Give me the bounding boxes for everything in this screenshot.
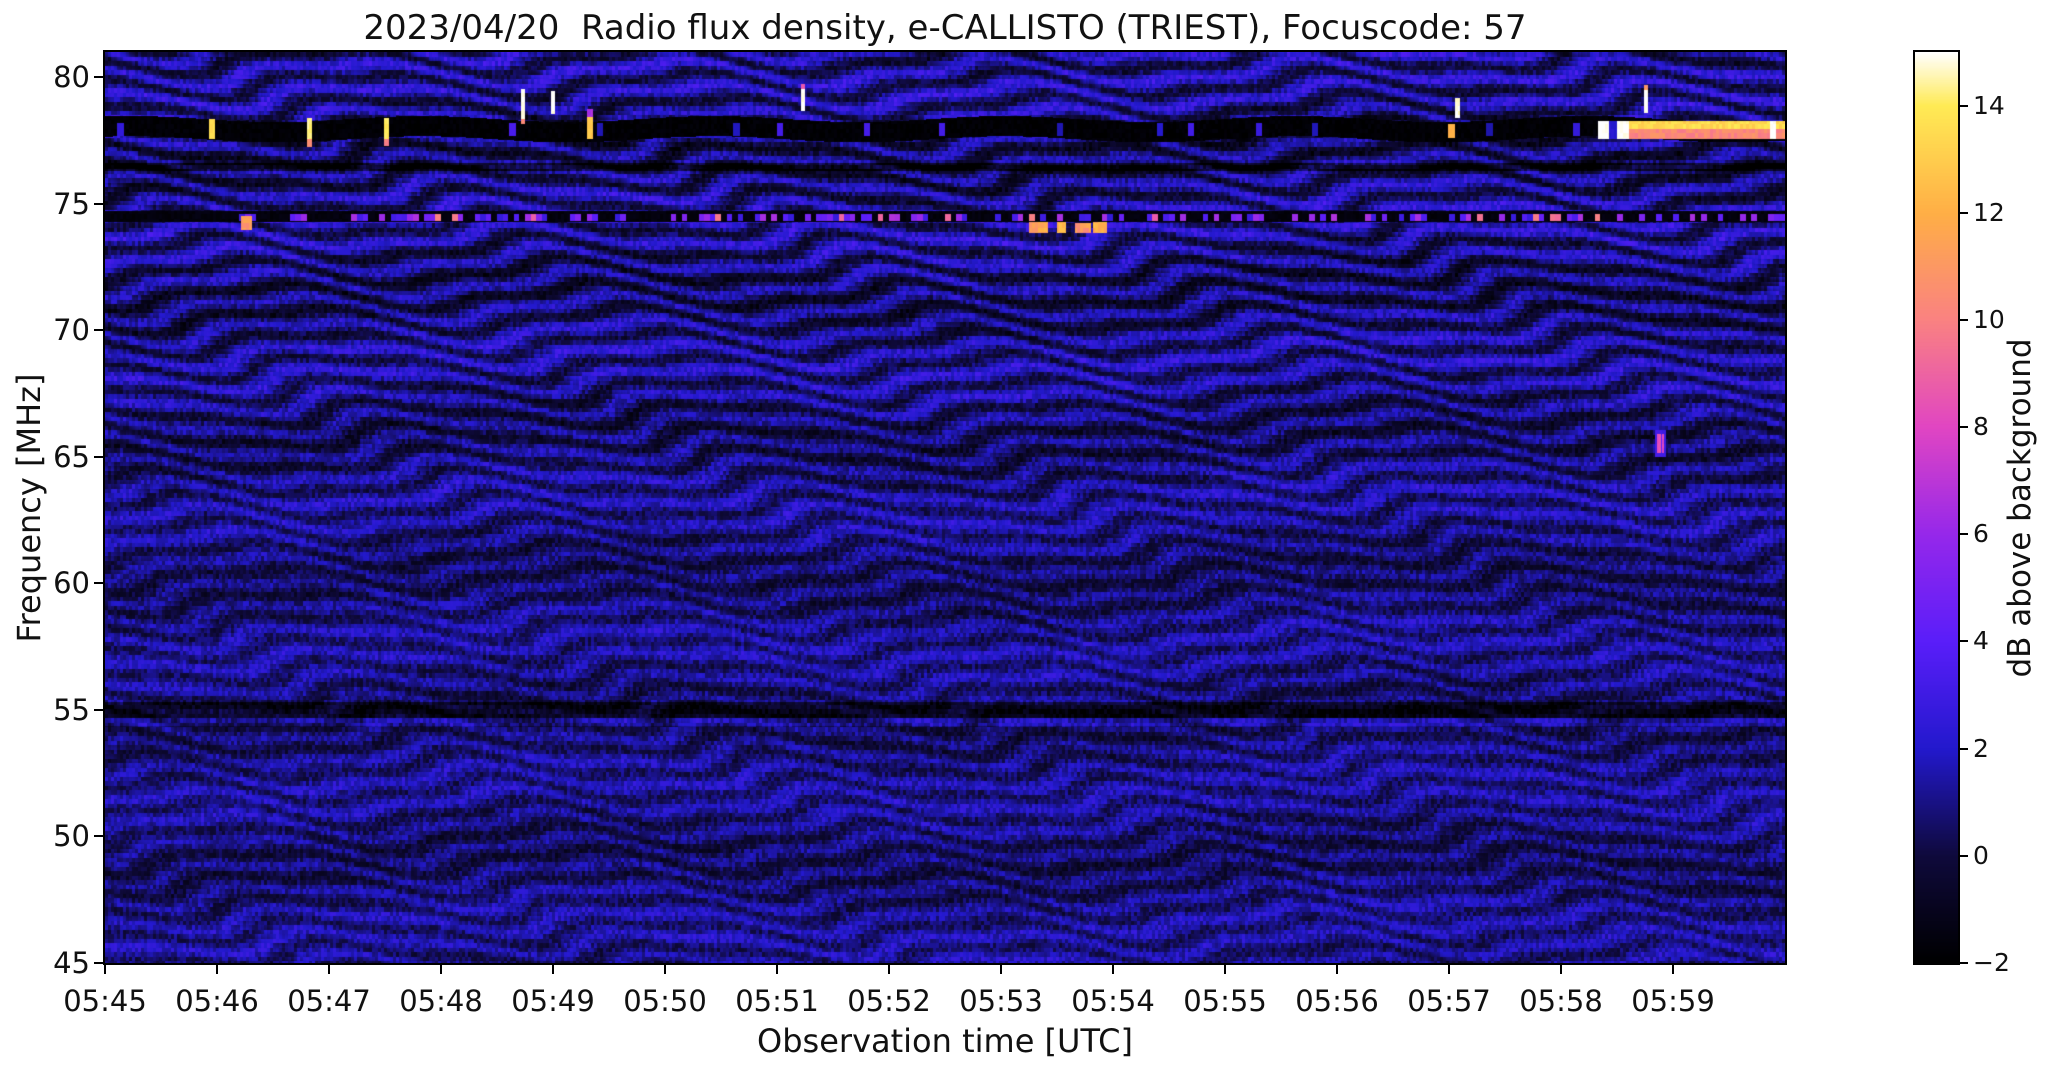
x-tick-label: 05:49	[511, 984, 595, 1018]
x-tick-mark	[104, 965, 106, 974]
colorbar-tick-label: 4	[1973, 626, 1989, 656]
y-tick-mark	[94, 329, 103, 332]
x-tick-mark	[1000, 965, 1002, 974]
x-tick-label: 05:55	[1183, 984, 1267, 1018]
colorbar-tick-mark	[1960, 854, 1968, 857]
x-tick-label: 05:50	[623, 984, 707, 1018]
y-tick-mark	[94, 455, 103, 458]
x-tick-mark	[1448, 965, 1450, 974]
colorbar-gradient	[1915, 52, 1958, 963]
x-tick-mark	[1336, 965, 1338, 974]
x-tick-mark	[216, 965, 218, 974]
colorbar-tick-label: 0	[1973, 840, 1989, 870]
spectrogram-canvas	[105, 52, 1785, 963]
x-tick-mark	[1112, 965, 1114, 974]
y-tick-label: 75	[53, 186, 90, 221]
colorbar-tick-mark	[1960, 533, 1968, 536]
colorbar-tick-mark	[1960, 640, 1968, 643]
y-tick-label: 45	[53, 946, 90, 980]
x-tick-mark	[664, 965, 666, 974]
colorbar-tick-mark	[1960, 962, 1968, 964]
y-tick-label: 65	[53, 439, 90, 474]
x-tick-mark	[1672, 965, 1674, 974]
y-tick-label: 50	[53, 819, 90, 854]
colorbar-tick-mark	[1960, 104, 1968, 107]
spectrogram-plot	[103, 50, 1787, 965]
y-tick-label: 60	[53, 566, 90, 601]
colorbar-tick-label: 12	[1973, 197, 2005, 227]
colorbar-tick-mark	[1960, 426, 1968, 429]
x-tick-mark	[552, 965, 554, 974]
x-tick-label: 05:45	[63, 984, 147, 1018]
x-tick-label: 05:56	[1295, 984, 1379, 1018]
x-tick-label: 05:46	[175, 984, 259, 1018]
x-tick-label: 05:58	[1519, 984, 1603, 1018]
x-tick-mark	[1224, 965, 1226, 974]
colorbar-tick-label: 8	[1973, 412, 1989, 442]
x-tick-label: 05:53	[959, 984, 1043, 1018]
x-tick-label: 05:47	[287, 984, 371, 1018]
x-tick-label: 05:57	[1407, 984, 1491, 1018]
colorbar-tick-label: 2	[1973, 733, 1989, 763]
x-tick-label: 05:52	[847, 984, 931, 1018]
x-tick-mark	[440, 965, 442, 974]
colorbar-tick-label: 14	[1973, 90, 2005, 120]
y-tick-mark	[94, 202, 103, 205]
chart-title: 2023/04/20 Radio flux density, e-CALLIST…	[363, 8, 1527, 48]
colorbar-tick-mark	[1960, 318, 1968, 321]
y-tick-mark	[94, 582, 103, 585]
y-tick-label: 70	[53, 313, 90, 348]
y-tick-mark	[94, 76, 103, 79]
x-tick-label: 05:54	[1071, 984, 1155, 1018]
y-tick-mark	[94, 708, 103, 711]
x-tick-label: 05:59	[1631, 984, 1715, 1018]
x-tick-mark	[328, 965, 330, 974]
x-tick-label: 05:48	[399, 984, 483, 1018]
y-tick-label: 55	[53, 692, 90, 727]
x-axis-label: Observation time [UTC]	[757, 1022, 1133, 1060]
colorbar-tick-mark	[1960, 747, 1968, 750]
x-tick-mark	[888, 965, 890, 974]
x-tick-mark	[1560, 965, 1562, 974]
y-tick-label: 80	[53, 60, 90, 95]
colorbar-tick-label: 6	[1973, 519, 1989, 549]
y-tick-mark	[94, 835, 103, 838]
colorbar-tick-mark	[1960, 211, 1968, 214]
x-tick-mark	[776, 965, 778, 974]
colorbar-tick-label: 10	[1973, 304, 2005, 334]
x-tick-label: 05:51	[735, 984, 819, 1018]
y-tick-mark	[94, 962, 103, 964]
colorbar	[1913, 50, 1960, 965]
colorbar-tick-label: −2	[1973, 948, 2010, 977]
